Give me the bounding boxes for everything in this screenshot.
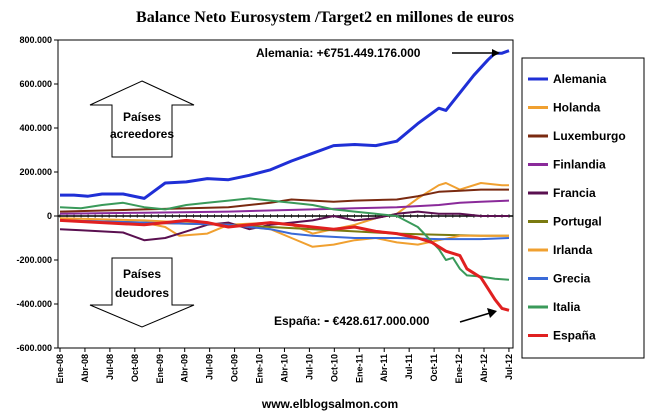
spain-callout-arrowhead: [487, 308, 497, 318]
y-tick-label: 200.000: [19, 167, 52, 177]
series-line-finlandia: [59, 199, 510, 215]
x-tick-label: Abr-11: [379, 354, 389, 382]
debtors-label-line2: deudores: [115, 286, 169, 300]
legend-label: Irlanda: [553, 243, 593, 257]
y-tick-label: 400.000: [19, 123, 52, 133]
x-tick-label: Jul-11: [404, 354, 414, 380]
x-tick-label: Oct-09: [230, 354, 240, 382]
y-tick-label: -200.000: [16, 255, 52, 265]
legend-label: Finlandia: [553, 158, 606, 172]
spain-callout-arrow: [459, 312, 491, 323]
x-tick-label: Oct-10: [329, 354, 339, 382]
x-tick-label: Jul-08: [105, 354, 115, 380]
y-tick-label: -600.000: [16, 343, 52, 353]
creditors-label-line2: acreedores: [110, 127, 174, 141]
x-tick-label: Abr-10: [279, 354, 289, 383]
x-tick-label: Ene-12: [454, 354, 464, 384]
x-tick-label: Abr-12: [479, 354, 489, 383]
germany-callout-arrowhead: [492, 49, 500, 57]
creditors-label-line1: Países: [123, 110, 161, 124]
x-tick-label: Oct-11: [429, 354, 439, 382]
spain-callout: España: - €428.617.000.000: [274, 312, 430, 329]
x-tick-label: Jul-10: [304, 354, 314, 380]
legend-label: Italia: [553, 300, 581, 314]
legend-label: Portugal: [553, 215, 602, 229]
series-line-españa: [59, 218, 510, 312]
x-tick-label: Oct-08: [130, 354, 140, 382]
y-tick-label: 600.000: [19, 79, 52, 89]
spain-callout-label: España:: [274, 314, 324, 328]
series-line-grecia: [59, 219, 510, 241]
x-tick-label: Jul-12: [504, 354, 514, 380]
series-line-luxemburgo: [59, 188, 509, 213]
legend-label: Francia: [553, 186, 596, 200]
x-tick-label: Abr-08: [80, 354, 90, 383]
debtors-label-line1: Países: [123, 267, 161, 281]
series-line-alemania: [60, 49, 510, 200]
chart-legend: Alemania Holanda Luxemburgo Finlandia Franci…: [521, 57, 645, 359]
chart-axes: 800.000 600.000 400.000 200.000 0 -200.000 -40…: [16, 35, 513, 384]
series-line-italia: [59, 197, 510, 281]
x-tick-label: Ene-10: [255, 354, 265, 384]
y-tick-label: -400.000: [16, 299, 52, 309]
chart-annotations: Alemania: +€751.449.176.000 España: - €42…: [89, 46, 500, 329]
y-tick-label: 0: [47, 211, 52, 221]
x-tick-label: Abr-09: [180, 354, 190, 383]
spain-callout-value: €428.617.000.000: [329, 314, 429, 328]
footer-url: www.elblogsalmon.com: [261, 397, 398, 411]
x-tick-label: Jul-09: [205, 354, 215, 380]
x-tick-label: Ene-11: [354, 354, 364, 383]
plot-frame: [57, 39, 514, 349]
creditors-up-arrow: [89, 80, 195, 158]
chart-series: [59, 49, 510, 312]
legend-label: Luxemburgo: [553, 129, 626, 143]
spain-callout-sign: -: [324, 312, 329, 329]
x-tick-label: Ene-09: [155, 354, 165, 384]
legend-label: Alemania: [553, 72, 607, 86]
debtors-down-arrow: [89, 257, 195, 328]
legend-label: Holanda: [553, 101, 601, 115]
legend-label: España: [553, 329, 596, 343]
germany-callout: Alemania: +€751.449.176.000: [256, 46, 421, 60]
y-tick-label: 800.000: [19, 35, 52, 45]
chart-title: Balance Neto Eurosystem /Target2 en mill…: [136, 9, 514, 26]
x-tick-label: Ene-08: [55, 354, 65, 384]
legend-label: Grecia: [553, 272, 591, 286]
